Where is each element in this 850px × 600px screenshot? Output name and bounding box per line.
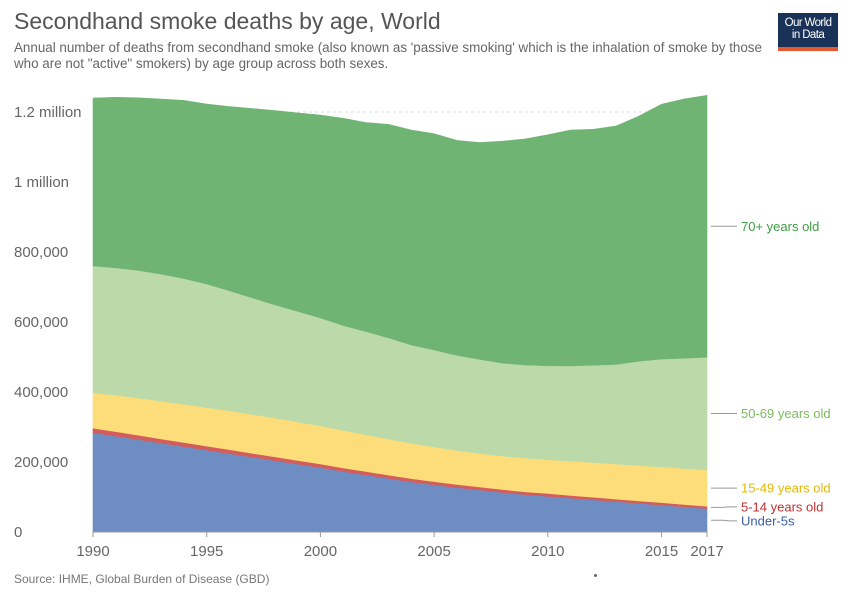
source-note: Source: IHME, Global Burden of Disease (…: [14, 572, 270, 586]
y-tick-label: 0: [14, 524, 22, 541]
x-tick-label: 2000: [304, 543, 337, 560]
owid-logo[interactable]: Our World in Data: [778, 13, 838, 51]
chart-subtitle: Annual number of deaths from secondhand …: [14, 40, 762, 71]
x-tick-label: 2010: [531, 543, 564, 560]
area-layer: [92, 95, 708, 533]
legend-label[interactable]: 5-14 years old: [741, 499, 823, 514]
separator-dot: [594, 574, 597, 577]
y-tick-label: 400,000: [14, 384, 68, 401]
x-tick-label: 2005: [417, 543, 450, 560]
y-tick-label: 200,000: [14, 454, 68, 471]
legend-labels: Under-5s5-14 years old 15-49 years old 50-…: [711, 219, 831, 528]
logo-line-1: Our World: [784, 17, 832, 29]
y-tick-label: 800,000: [14, 244, 68, 261]
legend-label[interactable]: 15-49 years old: [741, 481, 831, 496]
x-tick-label: 2017: [690, 543, 723, 560]
legend-label[interactable]: 50-69 years old: [741, 406, 831, 421]
legend-leader-line: [711, 506, 737, 508]
logo-accent-bar: [778, 47, 838, 51]
y-tick-label: 600,000: [14, 314, 68, 331]
area-70-years-old[interactable]: [92, 95, 708, 367]
legend-label[interactable]: Under-5s: [741, 513, 795, 528]
x-tick-label: 1990: [76, 543, 109, 560]
axis-layer: 0 200,000 400,000 600,000 800,000 1 million 1.…: [14, 104, 724, 560]
y-tick-label: 1 million: [14, 174, 69, 191]
y-tick-label: 1.2 million: [14, 104, 82, 121]
x-tick-label: 1995: [190, 543, 223, 560]
logo-line-2: in Data: [791, 29, 825, 41]
chart-title: Secondhand smoke deaths by age, World: [14, 8, 441, 34]
x-tick-label: 2015: [645, 543, 678, 560]
legend-label[interactable]: 70+ years old: [741, 219, 819, 234]
legend-leader-line: [711, 519, 737, 522]
